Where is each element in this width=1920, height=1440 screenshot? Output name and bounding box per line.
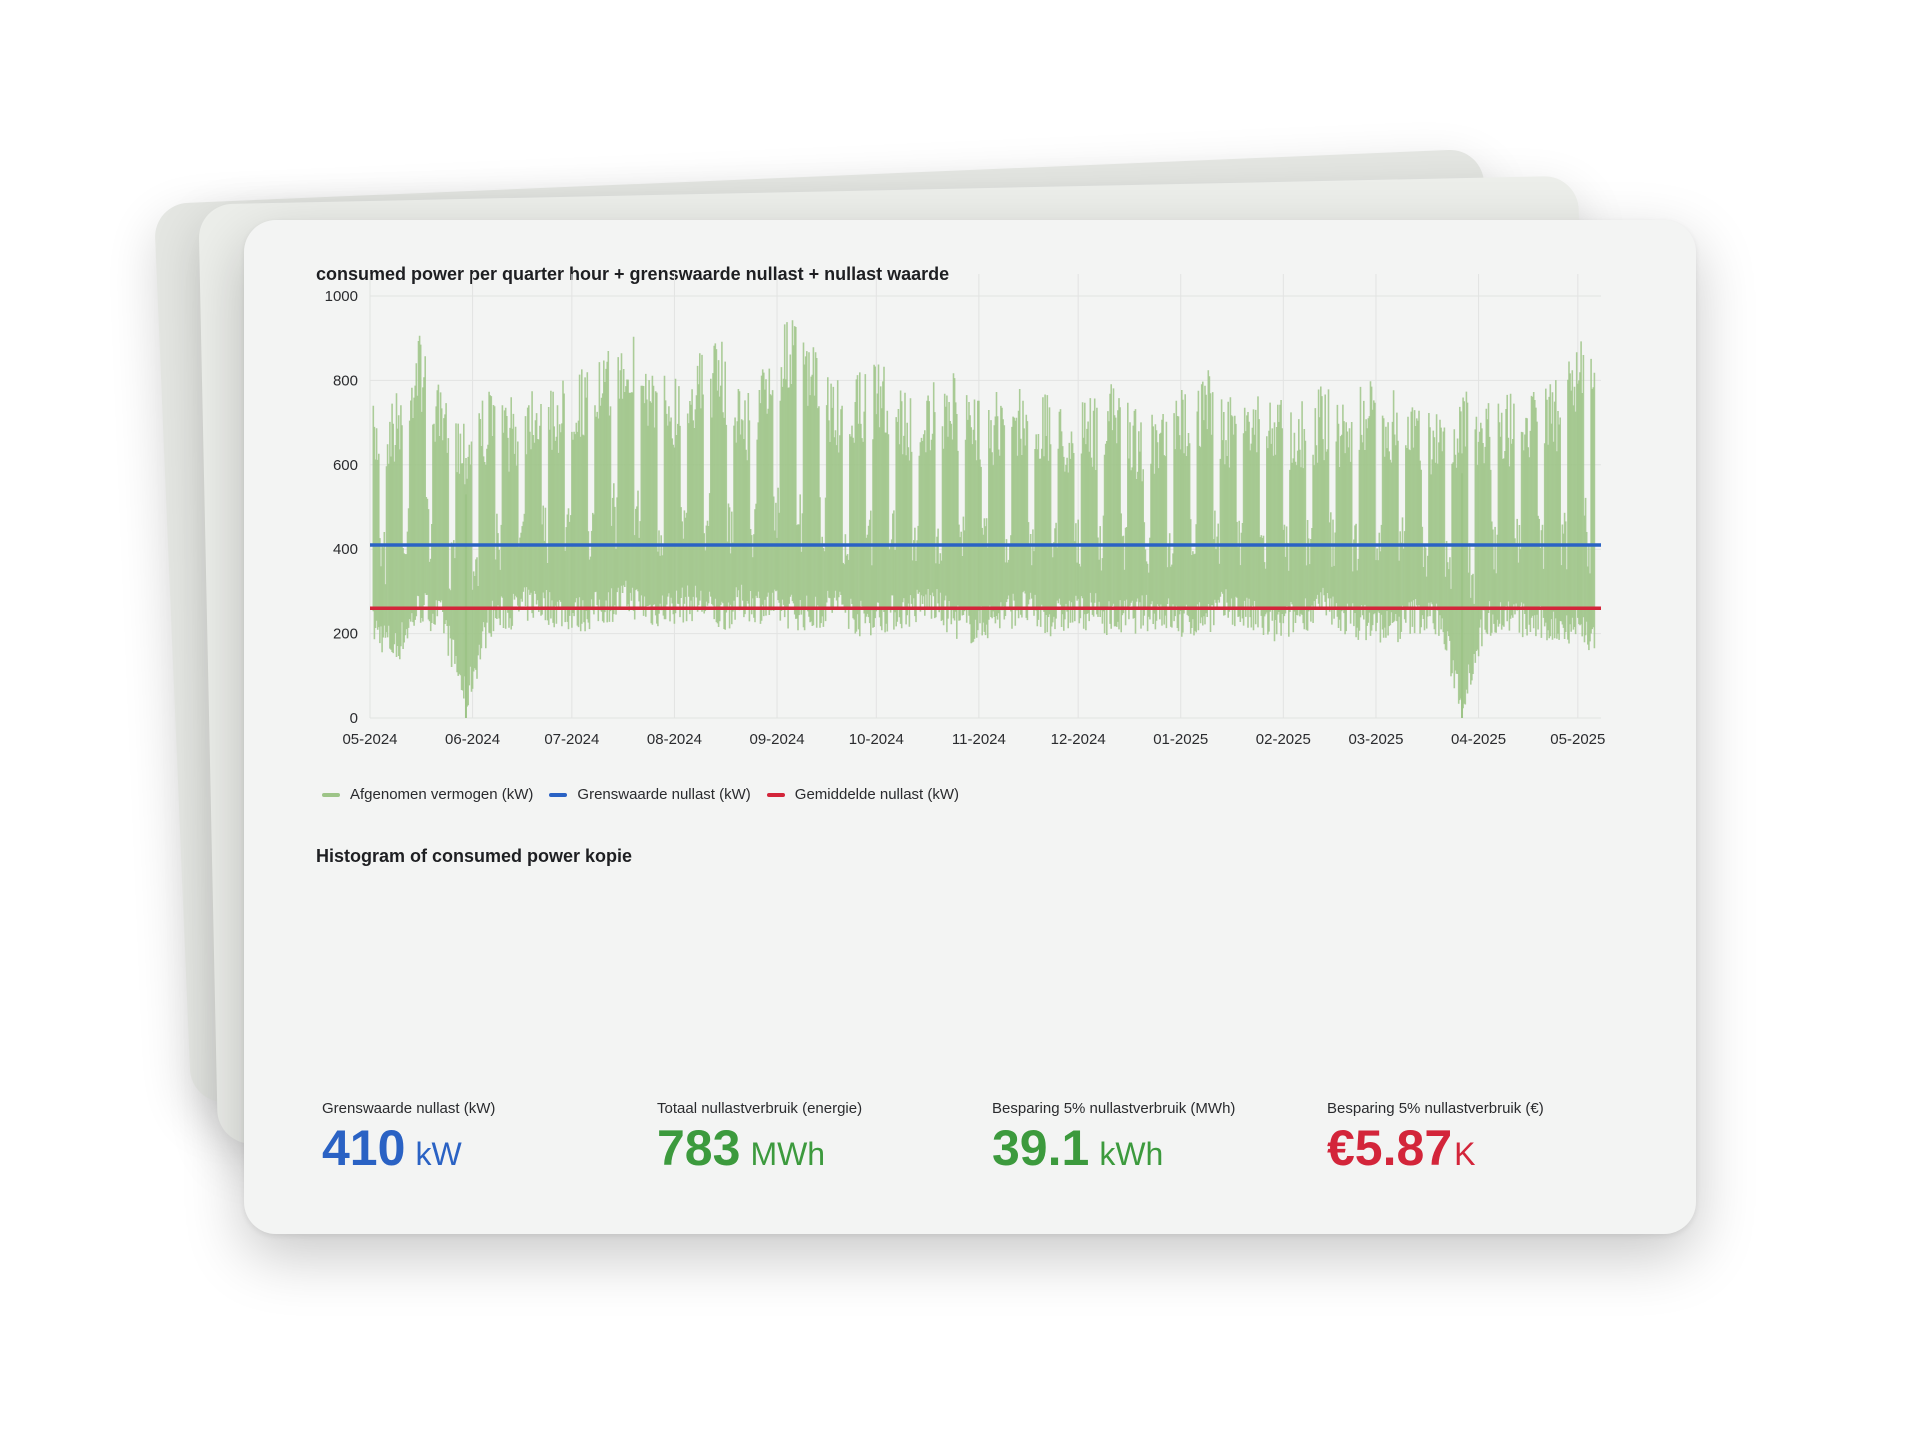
histogram-title: Histogram of consumed power kopie bbox=[316, 846, 633, 866]
y-tick-label: 0 bbox=[350, 710, 358, 727]
stat-tile: Grenswaarde nullast (kW) 410 kW bbox=[322, 1100, 657, 1173]
legend-label: Afgenomen vermogen (kW) bbox=[350, 786, 534, 803]
dashboard-card: consumed power per quarter hour + grensw… bbox=[244, 220, 1696, 1234]
stat-label: Grenswaarde nullast (kW) bbox=[322, 1100, 496, 1117]
y-tick-label: 400 bbox=[333, 541, 358, 558]
legend-label: Grenswaarde nullast (kW) bbox=[577, 786, 751, 803]
stat-number: 39.1 bbox=[992, 1120, 1090, 1176]
stat-label: Besparing 5% nullastverbruik (€) bbox=[1327, 1100, 1544, 1117]
x-tick-label: 06-2024 bbox=[445, 731, 500, 748]
legend-item[interactable]: Gemiddelde nullast (kW) bbox=[766, 786, 960, 803]
stat-unit: K bbox=[1454, 1136, 1476, 1172]
stat-number: 410 bbox=[322, 1120, 406, 1176]
stat-value: 783 MWh bbox=[657, 1123, 992, 1173]
stat-tile: Besparing 5% nullastverbruik (MWh) 39.1 kW… bbox=[992, 1100, 1327, 1173]
legend-item[interactable]: Afgenomen vermogen (kW) bbox=[322, 786, 533, 803]
chart-legend: Afgenomen vermogen (kW) Grenswaarde nulla… bbox=[322, 786, 959, 803]
reference-lines bbox=[370, 543, 1601, 611]
legend-label: Gemiddelde nullast (kW) bbox=[794, 786, 960, 803]
x-tick-label: 11-2024 bbox=[952, 731, 1006, 748]
stat-value: 410 kW bbox=[322, 1123, 657, 1173]
stat-label: Besparing 5% nullastverbruik (MWh) bbox=[992, 1100, 1236, 1117]
x-tick-label: 12-2024 bbox=[1051, 731, 1106, 748]
legend-swatch bbox=[322, 792, 340, 797]
chart-title: consumed power per quarter hour + grensw… bbox=[316, 264, 950, 284]
stat-value: 39.1 kWh bbox=[992, 1123, 1327, 1173]
x-tick-label: 08-2024 bbox=[647, 731, 702, 748]
x-tick-label: 04-2025 bbox=[1451, 731, 1506, 748]
x-tick-label: 01-2025 bbox=[1153, 731, 1208, 748]
y-tick-label: 200 bbox=[333, 626, 358, 643]
stat-value: €5.87K bbox=[1327, 1123, 1662, 1173]
legend-swatch bbox=[766, 792, 785, 797]
legend-swatch bbox=[549, 792, 568, 797]
stat-unit: kWh bbox=[1099, 1136, 1164, 1172]
stat-tile: Totaal nullastverbruik (energie) 783 MWh bbox=[657, 1100, 992, 1173]
x-tick-label: 03-2025 bbox=[1348, 731, 1403, 748]
stat-unit: MWh bbox=[750, 1136, 826, 1172]
x-tick-label: 10-2024 bbox=[849, 731, 904, 748]
stat-label: Totaal nullastverbruik (energie) bbox=[657, 1100, 863, 1117]
y-tick-label: 600 bbox=[333, 457, 358, 474]
y-axis: 0 200 400 600 800 1000 bbox=[325, 288, 358, 727]
x-axis: 05-2024 06-2024 07-2024 08-2024 09-2024 10-20… bbox=[342, 731, 1605, 748]
y-tick-label: 800 bbox=[333, 372, 358, 389]
stat-number: 783 bbox=[657, 1120, 741, 1176]
x-tick-label: 05-2025 bbox=[1550, 731, 1605, 748]
stats-row: Grenswaarde nullast (kW) 410 kW Totaal null… bbox=[322, 1100, 1662, 1173]
x-tick-label: 05-2024 bbox=[342, 731, 397, 748]
x-tick-label: 09-2024 bbox=[749, 731, 804, 748]
stat-unit: kW bbox=[415, 1136, 462, 1172]
stat-number: €5.87 bbox=[1327, 1120, 1453, 1176]
x-tick-label: 07-2024 bbox=[544, 731, 599, 748]
stat-tile: Besparing 5% nullastverbruik (€) €5.87K bbox=[1327, 1100, 1662, 1173]
x-tick-label: 02-2025 bbox=[1256, 731, 1311, 748]
y-tick-label: 1000 bbox=[325, 288, 358, 305]
legend-item[interactable]: Grenswaarde nullast (kW) bbox=[549, 786, 751, 803]
